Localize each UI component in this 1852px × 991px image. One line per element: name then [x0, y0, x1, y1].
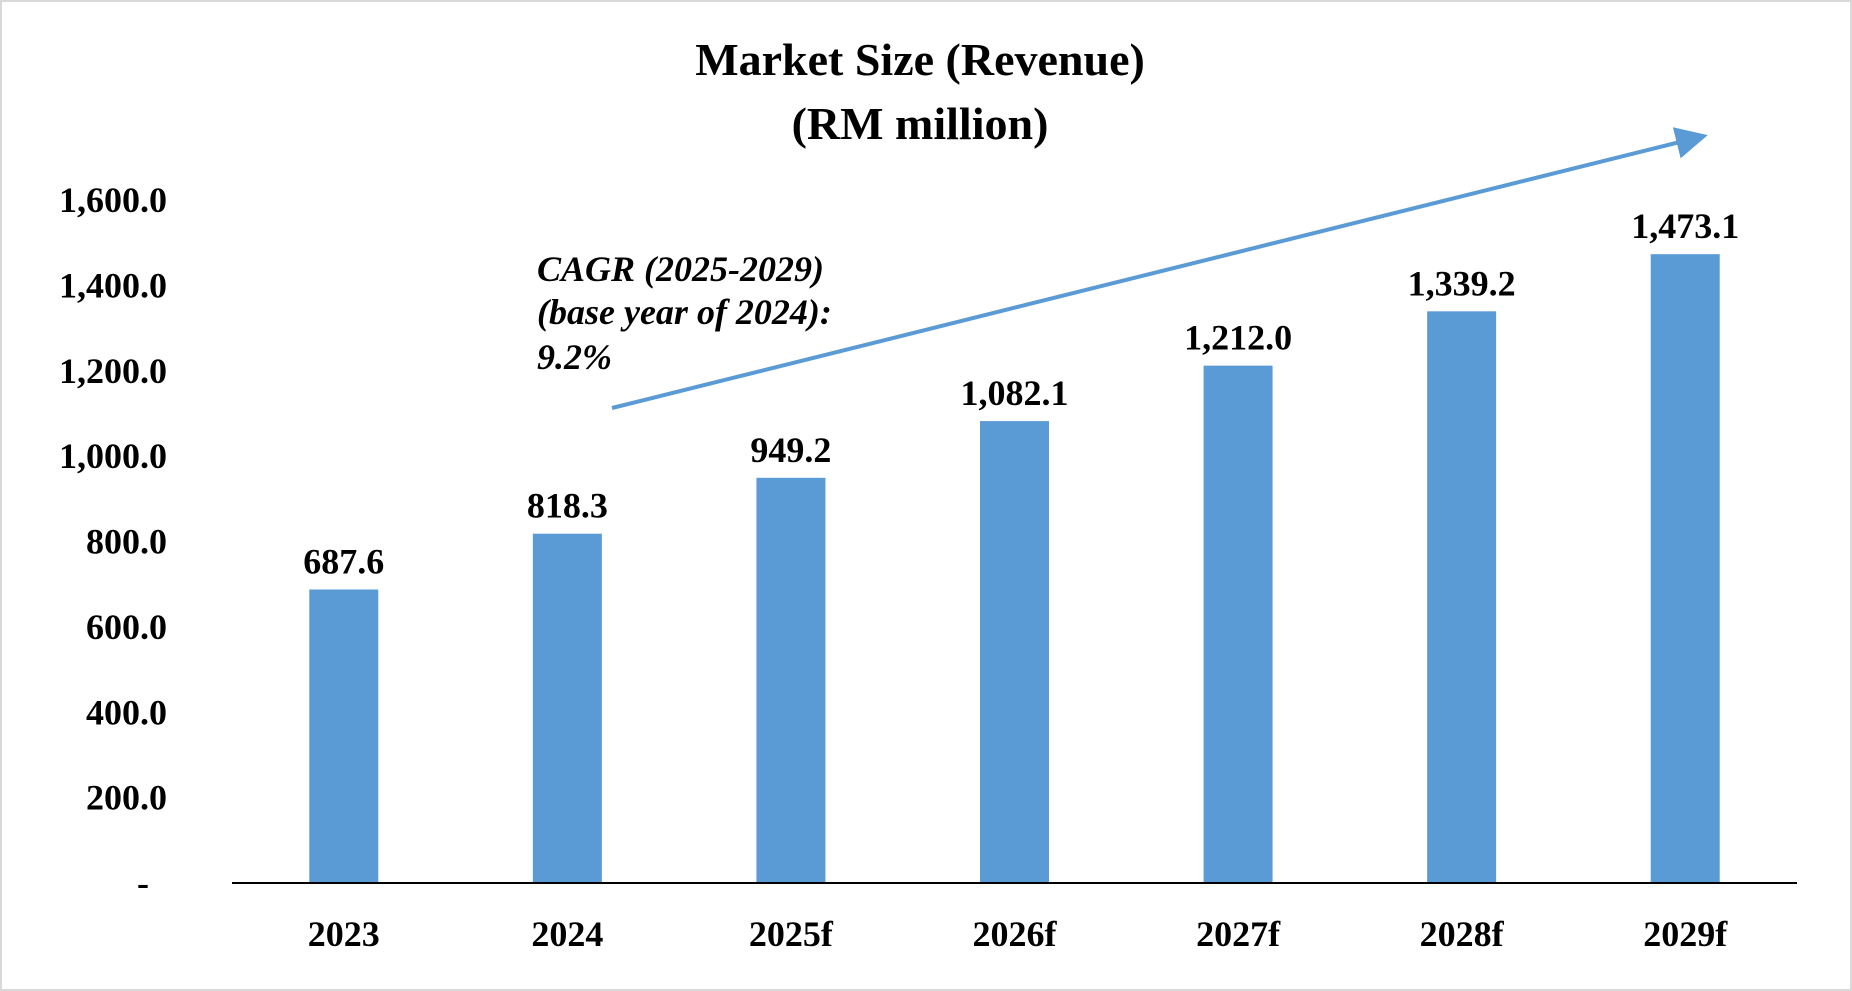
y-tick-label: 200.0	[86, 778, 167, 818]
bars	[309, 254, 1720, 884]
data-label-2029f: 1,473.1	[1631, 206, 1739, 246]
cagr-annotation-line-2: (base year of 2024):	[537, 292, 832, 332]
x-tick-label-2028f: 2028f	[1420, 914, 1505, 954]
bar-2029f	[1650, 254, 1720, 884]
y-tick-label: 1,000.0	[59, 436, 167, 476]
bar-2024	[532, 533, 602, 883]
x-tick-label-2026f: 2026f	[973, 914, 1058, 954]
x-tick-label-2029f: 2029f	[1643, 914, 1728, 954]
data-label-2023: 687.6	[303, 541, 384, 581]
bar-2023	[309, 589, 379, 883]
x-tick-label-2025f: 2025f	[749, 914, 834, 954]
bar-2026f	[980, 421, 1049, 883]
cagr-annotation: CAGR (2025-2029) (base year of 2024): 9.…	[537, 249, 832, 377]
cagr-annotation-line-3: 9.2%	[537, 337, 612, 377]
cagr-trend-arrow	[611, 127, 1708, 410]
y-tick-label: 600.0	[86, 607, 167, 647]
y-tick-label: 1,200.0	[59, 351, 167, 391]
y-tick-label: 1,600.0	[59, 180, 167, 220]
y-tick-label: 1,400.0	[59, 265, 167, 305]
bar-2027f	[1203, 365, 1273, 883]
data-label-2027f: 1,212.0	[1184, 318, 1292, 358]
bar-2025f	[756, 477, 826, 883]
data-label-2025f: 949.2	[750, 430, 831, 470]
y-tick-label: -	[137, 863, 149, 903]
chart-title-line-1: Market Size (Revenue)	[695, 34, 1145, 85]
y-tick-label: 400.0	[86, 692, 167, 732]
bar-2028f	[1427, 311, 1497, 884]
data-label-2026f: 1,082.1	[961, 373, 1069, 413]
x-tick-label-2023: 2023	[308, 914, 380, 954]
y-tick-label: 800.0	[86, 522, 167, 562]
y-axis-tick-labels: - 200.0 400.0 600.0 800.0 1,000.0 1,200.0 1,400…	[59, 180, 167, 903]
cagr-annotation-line-1: CAGR (2025-2029)	[537, 249, 824, 289]
chart-title-line-2: (RM million)	[792, 98, 1049, 149]
x-tick-label-2027f: 2027f	[1196, 914, 1281, 954]
x-tick-label-2024: 2024	[531, 914, 603, 954]
data-labels: 687.6 818.3 949.2 1,082.1 1,212.0 1,339.2 1,47…	[303, 206, 1739, 581]
data-label-2024: 818.3	[527, 486, 608, 526]
data-label-2028f: 1,339.2	[1408, 263, 1516, 303]
x-axis-tick-labels: 2023 2024 2025f 2026f 2027f 2028f 2029f	[308, 914, 1728, 954]
